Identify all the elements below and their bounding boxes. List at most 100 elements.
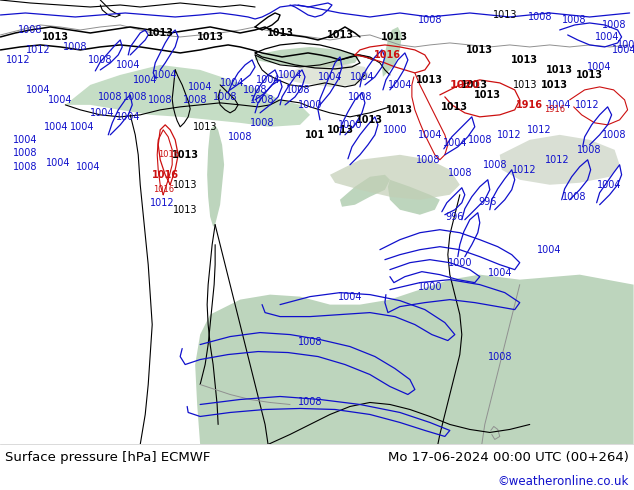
Text: 1008: 1008 xyxy=(13,162,37,172)
Text: 1012: 1012 xyxy=(498,130,522,140)
Text: 1008: 1008 xyxy=(602,130,627,140)
Text: 1013: 1013 xyxy=(146,28,174,38)
Polygon shape xyxy=(195,275,633,444)
Text: 1916: 1916 xyxy=(544,105,566,114)
Text: 1004: 1004 xyxy=(188,82,212,92)
Text: 1008: 1008 xyxy=(298,397,322,408)
Text: 1008: 1008 xyxy=(123,92,148,102)
Text: 1004: 1004 xyxy=(13,135,37,145)
Text: 1004: 1004 xyxy=(595,32,620,42)
Text: 1004: 1004 xyxy=(547,100,572,110)
Text: 1013: 1013 xyxy=(511,55,538,65)
Polygon shape xyxy=(330,155,460,200)
Text: 1013: 1013 xyxy=(462,80,488,90)
Text: 1013: 1013 xyxy=(512,80,537,90)
Text: 1004: 1004 xyxy=(116,60,141,70)
Text: 1008: 1008 xyxy=(13,148,37,158)
Text: 1000: 1000 xyxy=(383,125,407,135)
Text: 1012: 1012 xyxy=(26,45,51,55)
Text: 1013: 1013 xyxy=(327,125,354,135)
Text: 1013: 1013 xyxy=(386,105,413,115)
Text: 1004: 1004 xyxy=(338,292,362,302)
Text: 1004: 1004 xyxy=(387,80,412,90)
Text: 1008: 1008 xyxy=(347,92,372,102)
Polygon shape xyxy=(280,63,370,87)
Text: 1008: 1008 xyxy=(602,20,627,30)
Polygon shape xyxy=(65,65,310,127)
Text: 1004: 1004 xyxy=(612,45,634,55)
Text: 1008: 1008 xyxy=(228,132,252,142)
Text: 1012: 1012 xyxy=(545,155,570,165)
Text: 1008: 1008 xyxy=(488,351,512,362)
Text: 1008: 1008 xyxy=(183,95,207,105)
Text: 101: 101 xyxy=(305,130,325,140)
Text: 1004: 1004 xyxy=(418,130,442,140)
Text: 1004: 1004 xyxy=(70,122,94,132)
Text: 1004: 1004 xyxy=(76,162,101,172)
Text: 1012: 1012 xyxy=(575,100,600,110)
Text: 1916: 1916 xyxy=(516,100,543,110)
Text: 1013: 1013 xyxy=(417,75,443,85)
Text: 1016: 1016 xyxy=(152,170,179,180)
Text: 1008: 1008 xyxy=(418,15,442,25)
Polygon shape xyxy=(255,47,360,67)
Text: 1004: 1004 xyxy=(538,245,562,255)
Text: 1013: 1013 xyxy=(173,205,197,215)
Text: 1013: 1013 xyxy=(466,45,493,55)
Text: 1008: 1008 xyxy=(578,145,602,155)
Text: 1012: 1012 xyxy=(6,55,30,65)
Text: 1008: 1008 xyxy=(148,95,172,105)
Text: 1004: 1004 xyxy=(278,70,302,80)
Text: 1013: 1013 xyxy=(327,30,354,40)
Text: 1004: 1004 xyxy=(256,75,280,85)
Text: 1000: 1000 xyxy=(338,120,362,130)
Text: 996: 996 xyxy=(479,197,497,207)
Polygon shape xyxy=(340,175,390,207)
Text: 1013: 1013 xyxy=(172,150,198,160)
Text: 1008: 1008 xyxy=(88,55,112,65)
Text: 1008: 1008 xyxy=(562,15,587,25)
Text: 1004: 1004 xyxy=(220,78,244,88)
Text: 1004: 1004 xyxy=(488,268,512,278)
Text: 1008: 1008 xyxy=(63,42,87,52)
Text: 1012: 1012 xyxy=(527,125,552,135)
Text: ©weatheronline.co.uk: ©weatheronline.co.uk xyxy=(498,475,629,489)
Text: 1013: 1013 xyxy=(546,65,573,75)
Text: 1013: 1013 xyxy=(193,122,217,132)
Text: 1008: 1008 xyxy=(213,92,237,102)
Text: 1008: 1008 xyxy=(243,85,268,95)
Text: 1008: 1008 xyxy=(286,85,310,95)
Text: 1013: 1013 xyxy=(474,90,501,100)
Text: 1008: 1008 xyxy=(298,337,322,346)
Text: 1013: 1013 xyxy=(576,70,603,80)
Text: 1004: 1004 xyxy=(44,122,68,132)
Text: 1004: 1004 xyxy=(443,138,467,148)
Text: 1008: 1008 xyxy=(562,192,587,202)
Text: 996: 996 xyxy=(446,212,464,221)
Text: 1000: 1000 xyxy=(298,100,322,110)
Text: 1008: 1008 xyxy=(250,95,275,105)
Text: 1008: 1008 xyxy=(98,92,122,102)
Polygon shape xyxy=(500,135,619,185)
Text: 1008: 1008 xyxy=(482,160,507,170)
Text: 1013: 1013 xyxy=(266,28,294,38)
Text: Surface pressure [hPa] ECMWF: Surface pressure [hPa] ECMWF xyxy=(5,451,210,464)
Text: 1013: 1013 xyxy=(356,115,384,125)
Text: 1004: 1004 xyxy=(597,180,622,190)
Polygon shape xyxy=(207,125,224,227)
Text: 1013: 1013 xyxy=(382,32,408,42)
Text: Mo 17-06-2024 00:00 UTC (00+264): Mo 17-06-2024 00:00 UTC (00+264) xyxy=(388,451,629,464)
Text: 1004: 1004 xyxy=(90,108,115,118)
Text: 1004: 1004 xyxy=(133,75,157,85)
Text: 1008: 1008 xyxy=(527,12,552,22)
Text: 1004: 1004 xyxy=(618,40,634,50)
Text: 1004: 1004 xyxy=(26,85,51,95)
Text: 1000: 1000 xyxy=(448,258,472,268)
Text: 1012: 1012 xyxy=(512,165,537,175)
Text: 1013: 1013 xyxy=(541,80,568,90)
Text: 1004: 1004 xyxy=(350,72,374,82)
Text: 1008: 1008 xyxy=(416,155,440,165)
Text: 1012: 1012 xyxy=(150,198,174,208)
Text: 1013: 1013 xyxy=(42,32,69,42)
Text: 1013: 1013 xyxy=(173,180,197,190)
